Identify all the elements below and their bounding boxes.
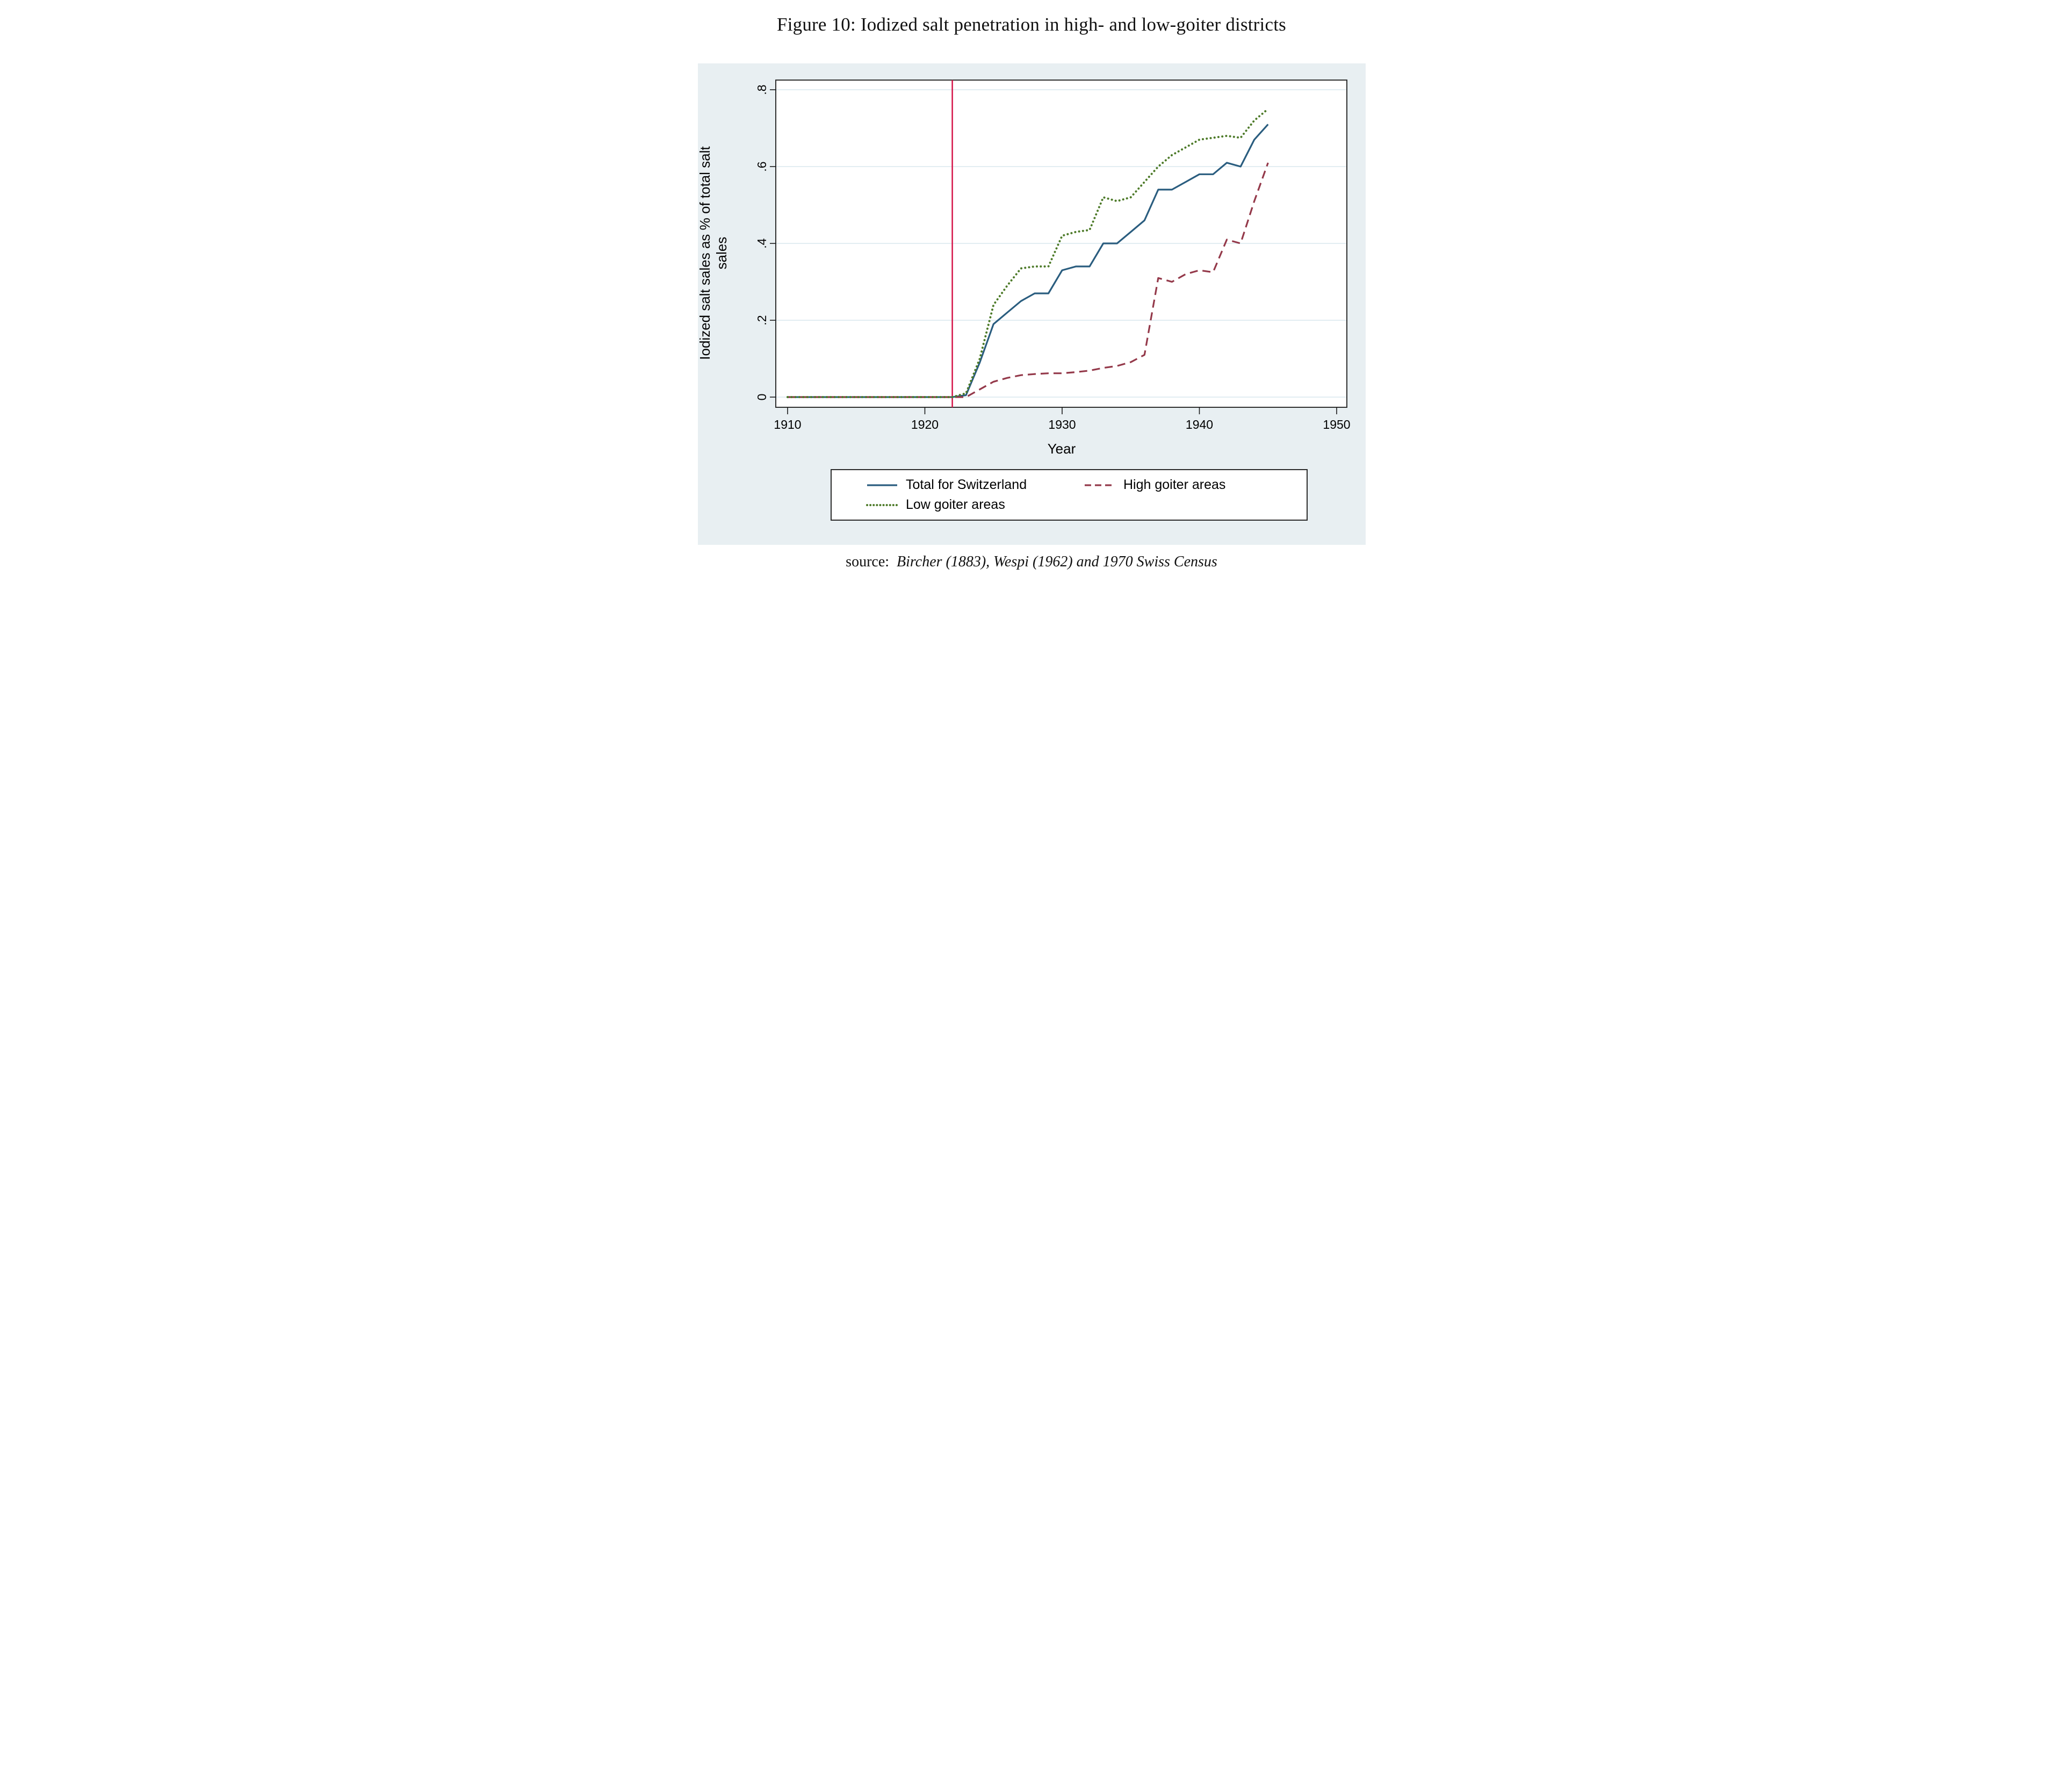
x-tick-label-1930: 1930 bbox=[1048, 418, 1076, 431]
x-tick-label-1940: 1940 bbox=[1186, 418, 1213, 431]
y-tick-label-.2: .2 bbox=[755, 315, 769, 325]
figure-page: Figure 10: Iodized salt penetration in h… bbox=[688, 0, 1375, 598]
y-axis-title: Iodized salt sales as % of total salt sa… bbox=[697, 146, 730, 360]
legend-line-high-goiter-icon bbox=[1085, 484, 1115, 486]
legend-item-low-goiter: Low goiter areas bbox=[866, 497, 1084, 513]
legend-item-high-goiter: High goiter areas bbox=[1084, 477, 1301, 493]
figure-title: Figure 10: Iodized salt penetration in h… bbox=[777, 14, 1286, 35]
x-tick-label-1910: 1910 bbox=[774, 418, 801, 431]
legend-line-low-goiter-icon bbox=[866, 503, 898, 506]
chart-legend: Total for Switzerland High goiter areas … bbox=[831, 469, 1308, 521]
line-chart: 0 .2 .4 .6 .8 1910 1920 1930 1940 1950 bbox=[755, 80, 1351, 431]
legend-label-high-goiter: High goiter areas bbox=[1123, 477, 1226, 492]
legend-label-total: Total for Switzerland bbox=[906, 477, 1027, 492]
legend-item-total: Total for Switzerland bbox=[866, 477, 1084, 493]
x-tick-label-1950: 1950 bbox=[1323, 418, 1350, 431]
source-note: source: Bircher (1883), Wespi (1962) and… bbox=[688, 553, 1375, 571]
y-tick-label-.4: .4 bbox=[755, 238, 769, 248]
y-tick-label-0: 0 bbox=[755, 394, 769, 401]
source-prefix: source: bbox=[846, 553, 890, 570]
y-tick-label-.8: .8 bbox=[755, 84, 769, 95]
legend-label-low-goiter: Low goiter areas bbox=[906, 497, 1005, 512]
x-tick-label-1920: 1920 bbox=[911, 418, 939, 431]
y-tick-label-.6: .6 bbox=[755, 161, 769, 171]
x-axis-title: Year bbox=[1047, 441, 1076, 457]
series-line-low-goiter-areas bbox=[787, 107, 1269, 398]
series-line-high-goiter-areas bbox=[788, 162, 1269, 398]
source-citation: Bircher (1883), Wespi (1962) and 1970 Sw… bbox=[897, 553, 1217, 570]
legend-line-total-icon bbox=[867, 484, 897, 486]
